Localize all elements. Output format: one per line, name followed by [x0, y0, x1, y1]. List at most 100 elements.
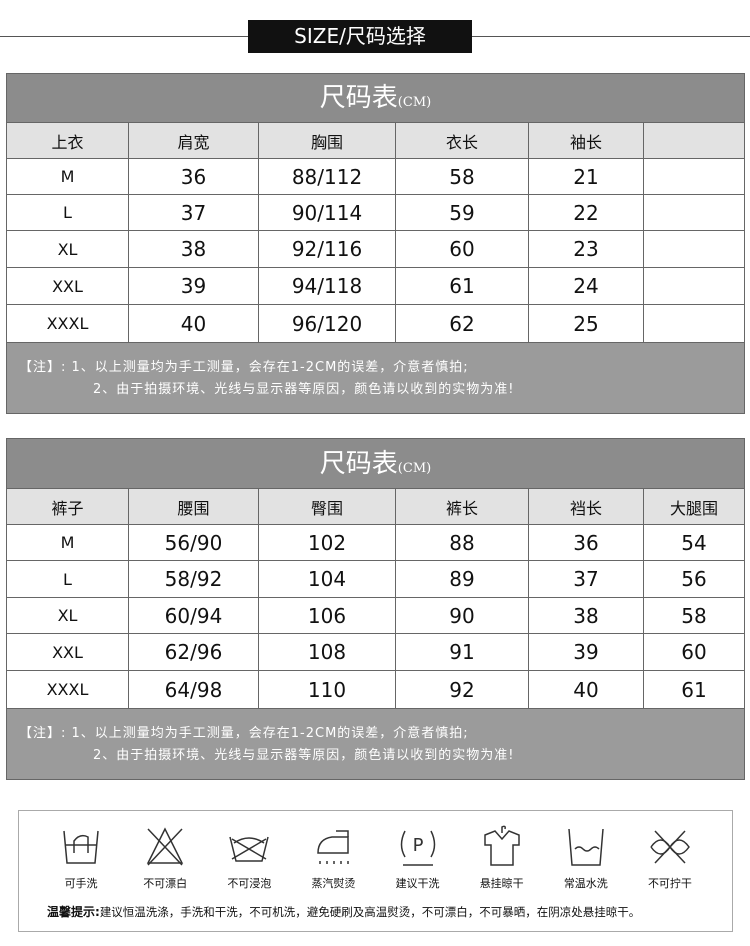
- table-row: M 36 88/112 58 21: [7, 159, 744, 195]
- care-tip: 温馨提示:建议恒温洗涤，手洗和干洗，不可机洗，避免硬刷及高温熨烫，不可漂白，不可…: [47, 905, 641, 919]
- care-item: 悬挂晾干: [467, 823, 537, 891]
- table-note: 【注】: 1、以上测量均为手工测量，会存在1-2CM的误差，介意者慎拍; 2、由于…: [7, 709, 744, 779]
- table-cell: 40: [129, 305, 259, 342]
- table-cell: 39: [129, 268, 259, 304]
- table-cell: XXXL: [7, 671, 129, 708]
- table-cell: 62/96: [129, 634, 259, 670]
- table-cell: XXXL: [7, 305, 129, 342]
- table-row: XXXL 64/98 110 92 40 61: [7, 671, 744, 709]
- column-header: 胸围: [259, 123, 396, 158]
- table-cell: 89: [396, 561, 529, 597]
- table-note: 【注】: 1、以上测量均为手工测量，会存在1-2CM的误差，介意者慎拍; 2、由于…: [7, 343, 744, 413]
- column-header: [644, 123, 744, 158]
- care-instructions: 可手洗 不可漂白 不可浸泡 蒸汽熨烫 P 建议干洗 悬挂晾干 常温水洗 不可拧干 温馨提示:建议…: [18, 810, 733, 932]
- table-cell: 62: [396, 305, 529, 342]
- table-cell: 106: [259, 598, 396, 633]
- table-cell: 59: [396, 195, 529, 230]
- hand-wash-icon: [63, 830, 99, 864]
- care-item: 可手洗: [46, 823, 116, 891]
- table-cell: 23: [529, 231, 644, 267]
- table-cell: 38: [129, 231, 259, 267]
- table-cell: [644, 231, 744, 267]
- table-row: XXL 39 94/118 61 24: [7, 268, 744, 305]
- column-header: 裤子: [7, 489, 129, 524]
- table-cell: [644, 159, 744, 194]
- table-cell: 90/114: [259, 195, 396, 230]
- column-header: 腰围: [129, 489, 259, 524]
- table-row: L 37 90/114 59 22: [7, 195, 744, 231]
- table-cell: 36: [529, 525, 644, 560]
- dry-clean-icon: P: [400, 830, 435, 866]
- table-cell: 39: [529, 634, 644, 670]
- table-cell: 58: [396, 159, 529, 194]
- table-cell: 56: [681, 567, 707, 591]
- header-row: 裤子 腰围 臀围 裤长 裆长 大腿围: [7, 489, 744, 525]
- table-cell: 88/112: [259, 159, 396, 194]
- column-header: 衣长: [396, 123, 529, 158]
- table-row: L 58/92 104 89 37 56: [7, 561, 744, 598]
- care-item: 蒸汽熨烫: [298, 823, 368, 891]
- table-cell: [644, 268, 744, 304]
- table-cell: M: [7, 159, 129, 194]
- pants-size-table: 尺码表(CM) 裤子 腰围 臀围 裤长 裆长 大腿围 M 56/90 102 88 36 54 L 58/9…: [6, 438, 745, 780]
- no-soak-icon: [229, 836, 270, 862]
- table-cell: 94/118: [259, 268, 396, 304]
- table-cell: XL: [7, 598, 129, 633]
- table-cell: 90: [396, 598, 529, 633]
- care-item: 不可浸泡: [214, 823, 284, 891]
- table-cell: 40: [529, 671, 644, 708]
- table-cell: 92: [396, 671, 529, 708]
- table-cell: [644, 195, 744, 230]
- column-header: 裆长: [529, 489, 644, 524]
- size-header: SIZE/尺码选择: [248, 20, 472, 53]
- table-cell: 22: [529, 195, 644, 230]
- care-item: P 建议干洗: [383, 823, 453, 891]
- table-cell: 104: [259, 561, 396, 597]
- table-cell: XXL: [7, 268, 129, 304]
- table-cell: L: [7, 195, 129, 230]
- table-row: XL 60/94 106 90 38 58: [7, 598, 744, 634]
- normal-temp-wash-icon: [568, 828, 604, 866]
- table-cell: 60: [396, 231, 529, 267]
- table-title: 尺码表(CM): [7, 74, 744, 123]
- no-wring-icon: [650, 830, 690, 864]
- table-cell: L: [7, 561, 129, 597]
- table-cell: [644, 305, 744, 342]
- top-size-table: 尺码表(CM) 上衣 肩宽 胸围 衣长 袖长 M 36 88/112 58 21 L 37 90/114 5…: [6, 73, 745, 414]
- table-cell: 91: [396, 634, 529, 670]
- table-cell: 56/90: [129, 525, 259, 560]
- table-cell: M: [7, 525, 129, 560]
- care-item: 不可漂白: [130, 823, 200, 891]
- hang-dry-icon: [483, 825, 520, 866]
- care-item: 不可拧干: [635, 823, 705, 891]
- table-cell: 110: [259, 671, 396, 708]
- table-cell: 37: [129, 195, 259, 230]
- table-cell: 24: [529, 268, 644, 304]
- table-cell: 60: [681, 640, 707, 664]
- column-header: 袖长: [529, 123, 644, 158]
- table-cell: XXL: [7, 634, 129, 670]
- table-cell: 58/92: [129, 561, 259, 597]
- column-header: 裤长: [396, 489, 529, 524]
- no-bleach-icon: [146, 827, 184, 866]
- table-cell: 38: [529, 598, 644, 633]
- table-cell: 21: [529, 159, 644, 194]
- table-cell: XL: [7, 231, 129, 267]
- table-row: XXXL 40 96/120 62 25: [7, 305, 744, 343]
- column-header: 上衣: [7, 123, 129, 158]
- column-header: 臀围: [259, 489, 396, 524]
- table-cell: 60/94: [129, 598, 259, 633]
- table-row: XXL 62/96 108 91 39 60: [7, 634, 744, 671]
- table-cell: 96/120: [259, 305, 396, 342]
- column-header: 大腿围: [669, 498, 718, 518]
- table-title: 尺码表(CM): [7, 439, 744, 489]
- table-cell: 25: [529, 305, 644, 342]
- table-row: M 56/90 102 88 36 54: [7, 525, 744, 561]
- column-header: 肩宽: [129, 123, 259, 158]
- table-cell: 37: [529, 561, 644, 597]
- table-cell: 108: [259, 634, 396, 670]
- table-cell: 88: [396, 525, 529, 560]
- table-cell: 58: [681, 603, 707, 628]
- table-cell: 64/98: [129, 671, 259, 708]
- table-cell: 36: [129, 159, 259, 194]
